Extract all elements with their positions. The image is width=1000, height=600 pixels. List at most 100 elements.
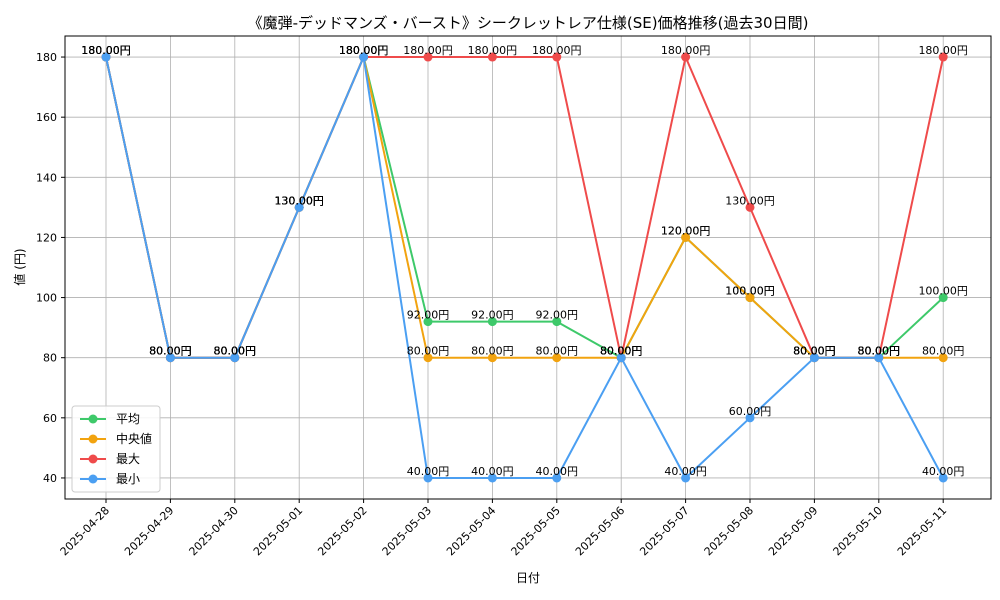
y-tick-label: 100 xyxy=(36,292,57,305)
data-label: 130.00円 xyxy=(725,194,775,207)
legend-marker xyxy=(88,434,98,444)
data-label: 40.00円 xyxy=(471,465,514,478)
data-label: 180.00円 xyxy=(468,44,518,57)
data-point xyxy=(552,473,562,483)
y-tick-label: 40 xyxy=(43,472,57,485)
data-label: 80.00円 xyxy=(214,345,257,358)
legend-marker xyxy=(88,474,98,484)
data-label: 80.00円 xyxy=(858,345,901,358)
data-label: 92.00円 xyxy=(407,309,450,322)
data-label: 40.00円 xyxy=(536,465,579,478)
data-label: 80.00円 xyxy=(214,345,257,358)
y-tick-label: 180 xyxy=(36,51,57,64)
data-label: 180.00円 xyxy=(81,44,131,57)
data-point xyxy=(423,52,433,62)
data-point xyxy=(938,293,948,303)
data-label: 100.00円 xyxy=(725,285,775,298)
data-label: 80.00円 xyxy=(149,345,192,358)
data-point xyxy=(681,232,691,242)
data-label: 180.00円 xyxy=(918,44,968,57)
data-point xyxy=(487,353,497,363)
data-label: 92.00円 xyxy=(471,309,514,322)
data-label: 130.00円 xyxy=(274,194,324,207)
chart-title: 《魔弾-デッドマンズ・バースト》シークレットレア仕様(SE)価格推移(過去30日… xyxy=(248,14,809,32)
series-line-3 xyxy=(105,56,945,479)
legend-label: 中央値 xyxy=(116,431,152,446)
data-point xyxy=(423,473,433,483)
data-point xyxy=(487,473,497,483)
data-label: 40.00円 xyxy=(922,465,965,478)
data-label: 180.00円 xyxy=(339,44,389,57)
data-point xyxy=(230,353,240,363)
legend-label: 最大 xyxy=(116,452,140,466)
data-point xyxy=(165,353,175,363)
data-label: 92.00円 xyxy=(536,309,579,322)
data-label: 80.00円 xyxy=(600,345,643,358)
legend-label: 平均 xyxy=(116,412,140,426)
y-tick-label: 140 xyxy=(36,171,57,184)
y-tick-label: 120 xyxy=(36,231,57,244)
data-label: 180.00円 xyxy=(339,44,389,57)
data-label: 180.00円 xyxy=(339,44,389,57)
data-label: 180.00円 xyxy=(81,44,131,57)
legend-label: 最小 xyxy=(116,472,140,486)
data-point xyxy=(423,317,433,327)
data-label: 180.00円 xyxy=(81,44,131,57)
legend-marker xyxy=(88,414,98,424)
data-label: 180.00円 xyxy=(403,44,453,57)
x-axis-label: 日付 xyxy=(516,571,540,585)
data-point xyxy=(359,52,369,62)
data-point xyxy=(681,473,691,483)
data-label: 100.00円 xyxy=(725,285,775,298)
data-label: 100.00円 xyxy=(918,285,968,298)
y-axis-label: 値 (円) xyxy=(12,248,27,285)
data-label: 80.00円 xyxy=(149,345,192,358)
data-label: 180.00円 xyxy=(661,44,711,57)
data-label: 80.00円 xyxy=(793,345,836,358)
data-point xyxy=(552,317,562,327)
data-label: 80.00円 xyxy=(149,345,192,358)
data-label: 80.00円 xyxy=(922,345,965,358)
data-point xyxy=(101,52,111,62)
data-point xyxy=(938,353,948,363)
data-point xyxy=(294,202,304,212)
legend-marker xyxy=(88,454,98,464)
data-label: 80.00円 xyxy=(149,345,192,358)
series-layer xyxy=(101,52,948,483)
data-point xyxy=(681,52,691,62)
data-label: 80.00円 xyxy=(793,345,836,358)
data-point xyxy=(745,413,755,423)
data-point xyxy=(487,52,497,62)
data-point xyxy=(938,473,948,483)
data-label: 80.00円 xyxy=(793,345,836,358)
data-label: 40.00円 xyxy=(407,465,450,478)
data-label: 80.00円 xyxy=(858,345,901,358)
data-point xyxy=(487,317,497,327)
data-label: 80.00円 xyxy=(600,345,643,358)
data-label: 120.00円 xyxy=(661,224,711,237)
data-labels: 180.00円 80.00円 80.00円 130.00円 180.00円 92.00円 9… xyxy=(81,44,968,478)
data-label: 80.00円 xyxy=(858,345,901,358)
data-point xyxy=(809,353,819,363)
data-label: 80.00円 xyxy=(214,345,257,358)
data-label: 80.00円 xyxy=(600,345,643,358)
data-point xyxy=(745,202,755,212)
y-tick-label: 60 xyxy=(43,412,57,425)
data-point xyxy=(552,52,562,62)
data-label: 80.00円 xyxy=(600,345,643,358)
data-point xyxy=(745,293,755,303)
data-label: 180.00円 xyxy=(81,44,131,57)
data-point xyxy=(874,353,884,363)
data-label: 130.00円 xyxy=(274,194,324,207)
data-point xyxy=(938,52,948,62)
data-label: 40.00円 xyxy=(664,465,707,478)
data-label: 180.00円 xyxy=(532,44,582,57)
y-tick-label: 80 xyxy=(43,352,57,365)
data-label: 80.00円 xyxy=(407,345,450,358)
y-tick-label: 160 xyxy=(36,111,57,124)
data-label: 180.00円 xyxy=(339,44,389,57)
plot-frame xyxy=(64,35,992,500)
